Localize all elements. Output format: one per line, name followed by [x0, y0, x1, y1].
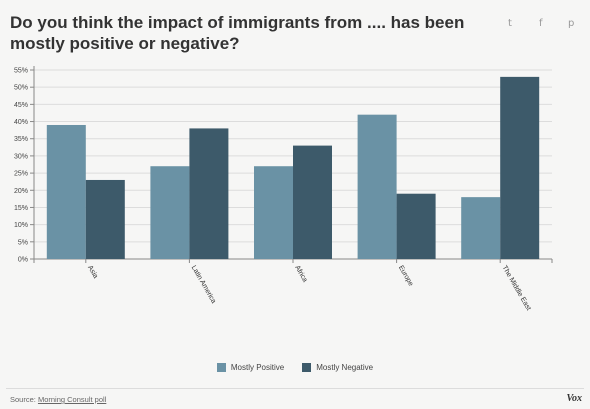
bar-positive [254, 166, 293, 259]
bar-negative [85, 179, 125, 259]
y-tick-label: 45% [14, 102, 28, 109]
category-label: Asia [86, 265, 99, 280]
y-tick-label: 30% [14, 153, 28, 160]
chart-legend: Mostly Positive Mostly Negative [0, 363, 590, 372]
footer-divider [6, 388, 584, 389]
legend-item-positive[interactable]: Mostly Positive [216, 363, 285, 372]
y-tick-label: 35% [14, 136, 28, 143]
facebook-icon[interactable]: f [539, 18, 543, 29]
category-label: The Middle East [500, 265, 531, 312]
category-label: Africa [293, 265, 308, 284]
y-tick-label: 15% [14, 205, 28, 212]
y-tick-label: 50% [14, 85, 28, 92]
vox-logo: Vox [566, 393, 582, 404]
bar-positive [461, 197, 501, 259]
legend-label-negative: Mostly Negative [316, 363, 374, 372]
legend-label-positive: Mostly Positive [230, 363, 285, 372]
bar-negative [500, 76, 540, 259]
y-tick-label: 0% [18, 257, 28, 264]
y-tick-label: 25% [14, 171, 28, 178]
pinterest-icon[interactable]: p [568, 18, 575, 29]
category-label: Latin America [190, 265, 217, 305]
y-tick-label: 5% [18, 239, 28, 246]
source-line: Source: Morning Consult poll [10, 395, 106, 404]
bar-negative [293, 145, 332, 259]
bar-negative [189, 128, 229, 259]
bar-positive [357, 114, 397, 259]
bar-positive [46, 124, 86, 260]
legend-swatch-negative [302, 363, 312, 372]
y-tick-label: 20% [14, 188, 28, 195]
twitter-icon[interactable]: t [508, 18, 512, 29]
y-tick-label: 40% [14, 119, 28, 126]
bar-negative [396, 193, 436, 259]
source-link[interactable]: Morning Consult poll [37, 395, 107, 404]
y-tick-label: 10% [14, 222, 28, 229]
y-tick-label: 55% [14, 68, 28, 75]
source-label: Source: [10, 395, 36, 404]
category-label: Europe [397, 265, 414, 288]
legend-item-negative[interactable]: Mostly Negative [302, 363, 373, 372]
chart-title: Do you think the impact of immigrants fr… [10, 13, 465, 53]
legend-swatch-positive [216, 363, 226, 372]
bar-positive [150, 166, 190, 259]
